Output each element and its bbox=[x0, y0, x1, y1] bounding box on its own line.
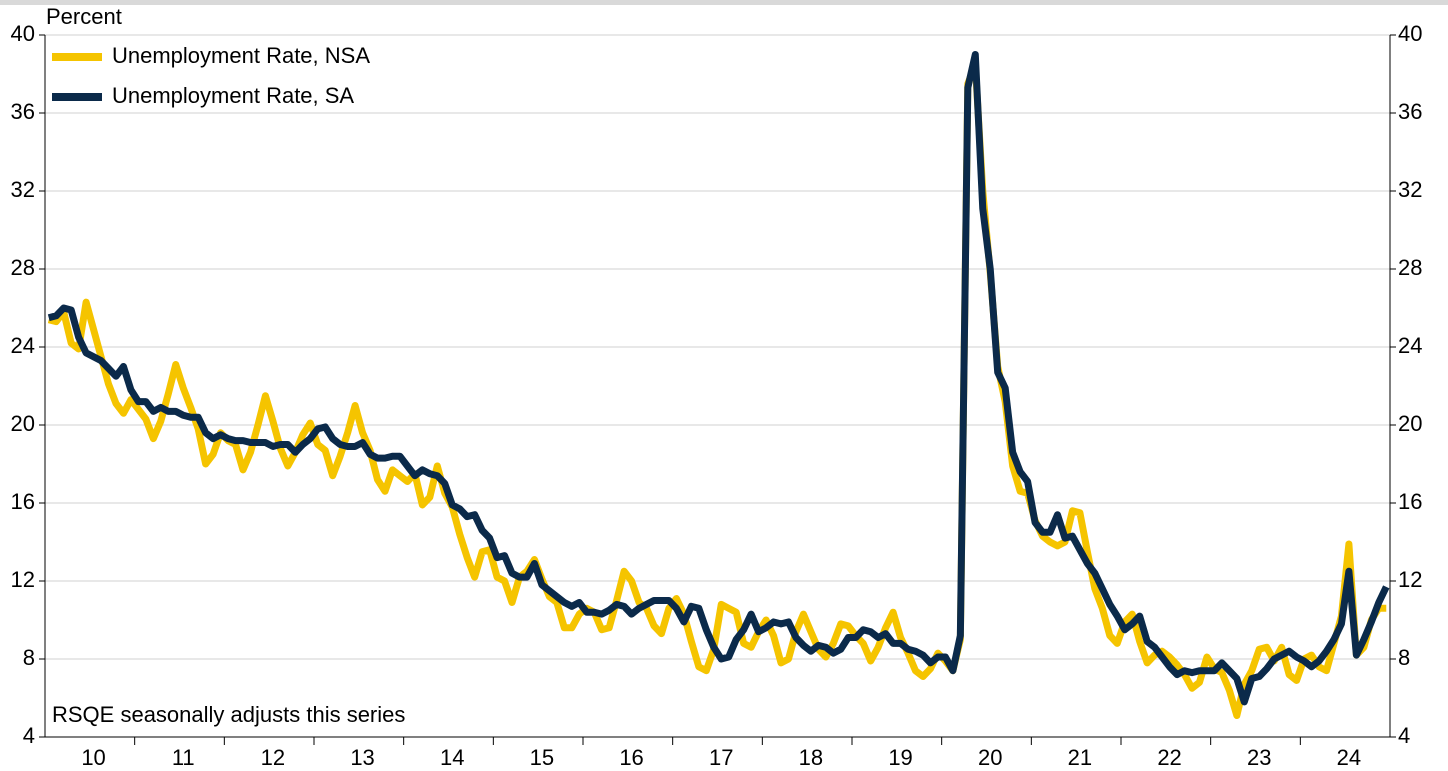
y2-tick-label: 28 bbox=[1398, 255, 1422, 280]
x-tick-label: 22 bbox=[1157, 745, 1181, 770]
y-axis-label: Percent bbox=[46, 4, 122, 29]
y-tick-label: 12 bbox=[11, 567, 35, 592]
y-tick-label: 36 bbox=[11, 99, 35, 124]
y2-tick-label: 20 bbox=[1398, 411, 1422, 436]
y-tick-label: 24 bbox=[11, 333, 35, 358]
x-tick-label: 20 bbox=[978, 745, 1002, 770]
legend-label: Unemployment Rate, NSA bbox=[112, 43, 370, 68]
y2-tick-label: 12 bbox=[1398, 567, 1422, 592]
y2-tick-label: 16 bbox=[1398, 489, 1422, 514]
x-tick-label: 24 bbox=[1337, 745, 1361, 770]
y2-tick-label: 24 bbox=[1398, 333, 1422, 358]
x-tick-label: 12 bbox=[261, 745, 285, 770]
x-tick-label: 11 bbox=[172, 745, 195, 770]
y-tick-label: 4 bbox=[23, 723, 35, 748]
top-bar bbox=[0, 0, 1448, 5]
y-tick-label: 32 bbox=[11, 177, 35, 202]
y-tick-label: 20 bbox=[11, 411, 35, 436]
annotation: RSQE seasonally adjusts this series bbox=[52, 702, 405, 727]
x-tick-label: 19 bbox=[888, 745, 912, 770]
x-tick-label: 18 bbox=[799, 745, 823, 770]
x-tick-label: 21 bbox=[1068, 745, 1092, 770]
y2-tick-label: 40 bbox=[1398, 21, 1422, 46]
y-tick-label: 40 bbox=[11, 21, 35, 46]
x-tick-label: 17 bbox=[709, 745, 733, 770]
legend-label: Unemployment Rate, SA bbox=[112, 83, 354, 108]
y2-tick-label: 32 bbox=[1398, 177, 1422, 202]
y-tick-label: 28 bbox=[11, 255, 35, 280]
x-tick-label: 10 bbox=[81, 745, 105, 770]
line-series bbox=[47, 60, 1387, 720]
y-tick-label: 8 bbox=[23, 645, 35, 670]
x-tick-label: 15 bbox=[530, 745, 554, 770]
y2-tick-label: 36 bbox=[1398, 99, 1422, 124]
y-tick-label: 16 bbox=[11, 489, 35, 514]
y2-tick-label: 8 bbox=[1398, 645, 1410, 670]
y2-tick-label: 4 bbox=[1398, 723, 1410, 748]
x-tick-label: 23 bbox=[1247, 745, 1271, 770]
x-tick-label: 13 bbox=[350, 745, 374, 770]
x-tick-label: 16 bbox=[619, 745, 643, 770]
line-series bbox=[47, 51, 1390, 706]
x-tick-label: 14 bbox=[440, 745, 464, 770]
